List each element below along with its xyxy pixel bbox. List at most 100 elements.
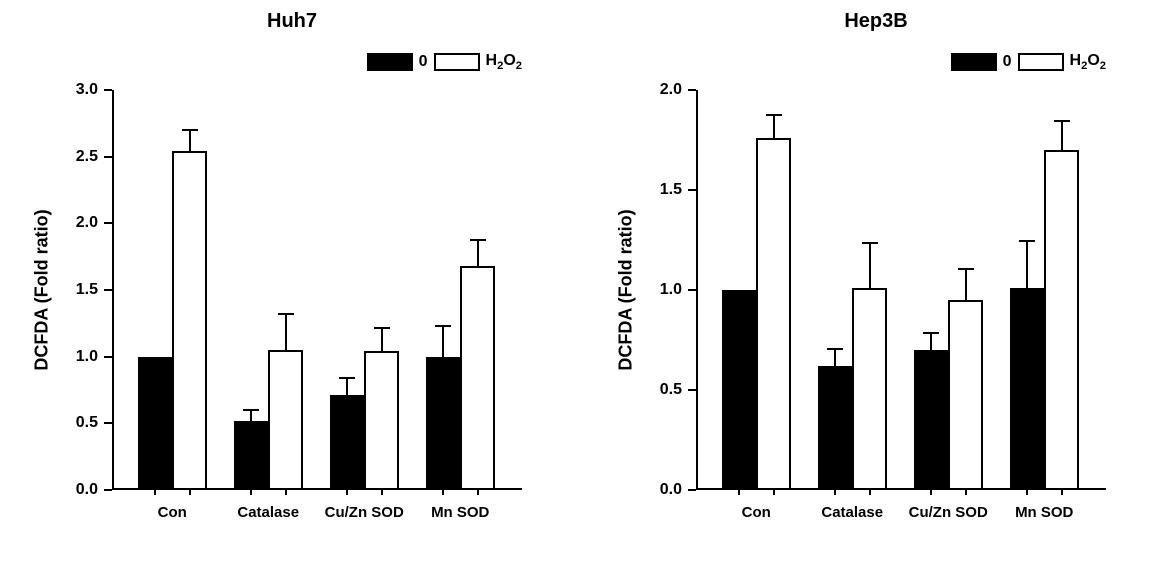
bar xyxy=(330,395,365,490)
x-minor-tick xyxy=(154,490,156,495)
x-tick-label: Cu/Zn SOD xyxy=(909,504,988,521)
y-tick-label: 2.0 xyxy=(660,81,682,99)
error-bar xyxy=(189,129,191,152)
panel-huh7: Huh7 0 H2O2 DCFDA (Fold ratio) 0.00.51.0… xyxy=(32,10,552,570)
x-tick-label: Cu/Zn SOD xyxy=(325,504,404,521)
legend-swatch-1 xyxy=(1018,53,1064,71)
error-bar xyxy=(930,332,932,350)
y-tick xyxy=(104,289,112,291)
error-bar xyxy=(773,114,775,138)
panel-title: Huh7 xyxy=(32,10,552,33)
x-minor-tick xyxy=(738,490,740,495)
y-tick xyxy=(688,289,696,291)
y-tick xyxy=(104,356,112,358)
y-axis-label: DCFDA (Fold ratio) xyxy=(32,209,53,370)
bar xyxy=(756,138,791,490)
y-tick xyxy=(104,422,112,424)
x-minor-tick xyxy=(930,490,932,495)
x-minor-tick xyxy=(965,490,967,495)
error-cap xyxy=(923,332,939,334)
bar xyxy=(364,351,399,490)
legend-label-1: H2O2 xyxy=(486,52,522,72)
x-minor-tick xyxy=(346,490,348,495)
error-cap xyxy=(278,313,294,315)
bar xyxy=(426,357,461,490)
error-cap xyxy=(435,325,451,327)
y-axis-label: DCFDA (Fold ratio) xyxy=(616,209,637,370)
legend-label-1: H2O2 xyxy=(1070,52,1106,72)
error-cap xyxy=(862,242,878,244)
error-cap xyxy=(339,377,355,379)
y-tick xyxy=(104,89,112,91)
error-cap xyxy=(958,268,974,270)
x-minor-tick xyxy=(834,490,836,495)
error-bar xyxy=(1026,240,1028,288)
bar xyxy=(722,290,757,490)
error-bar xyxy=(834,348,836,366)
y-axis xyxy=(696,90,698,490)
legend-swatch-0 xyxy=(367,53,413,71)
figure-root: Huh7 0 H2O2 DCFDA (Fold ratio) 0.00.51.0… xyxy=(0,0,1168,585)
error-cap xyxy=(1054,120,1070,122)
error-cap xyxy=(374,327,390,329)
x-minor-tick xyxy=(381,490,383,495)
y-tick-label: 2.5 xyxy=(76,148,98,166)
bar xyxy=(172,151,207,490)
legend-label-0: 0 xyxy=(419,53,428,71)
bar xyxy=(948,300,983,490)
error-cap xyxy=(243,409,259,411)
x-tick-label: Mn SOD xyxy=(1015,504,1073,521)
x-tick-label: Mn SOD xyxy=(431,504,489,521)
y-tick-label: 1.0 xyxy=(76,348,98,366)
y-tick xyxy=(688,189,696,191)
bar xyxy=(268,350,303,490)
x-minor-tick xyxy=(869,490,871,495)
y-tick-label: 0.0 xyxy=(76,481,98,499)
x-minor-tick xyxy=(773,490,775,495)
bar xyxy=(852,288,887,490)
legend: 0 H2O2 xyxy=(367,52,522,72)
x-minor-tick xyxy=(250,490,252,495)
x-tick-label: Catalase xyxy=(237,504,299,521)
plot-area-hep3b: 0.00.51.01.52.0ConCatalaseCu/Zn SODMn SO… xyxy=(696,90,1106,490)
bar xyxy=(1010,288,1045,490)
legend-label-0: 0 xyxy=(1003,53,1012,71)
x-minor-tick xyxy=(1026,490,1028,495)
panel-hep3b: Hep3B 0 H2O2 DCFDA (Fold ratio) 0.00.51.… xyxy=(616,10,1136,570)
bar xyxy=(914,350,949,490)
error-bar xyxy=(381,327,383,351)
x-tick-label: Con xyxy=(158,504,187,521)
x-minor-tick xyxy=(189,490,191,495)
x-minor-tick xyxy=(477,490,479,495)
y-tick xyxy=(688,89,696,91)
error-cap xyxy=(1019,240,1035,242)
legend-swatch-0 xyxy=(951,53,997,71)
y-tick-label: 1.5 xyxy=(76,281,98,299)
bar xyxy=(138,357,173,490)
error-bar xyxy=(965,268,967,300)
y-axis xyxy=(112,90,114,490)
bar xyxy=(818,366,853,490)
y-tick-label: 1.5 xyxy=(660,181,682,199)
x-minor-tick xyxy=(285,490,287,495)
y-tick xyxy=(688,389,696,391)
x-tick-label: Con xyxy=(742,504,771,521)
y-tick xyxy=(104,489,112,491)
legend-swatch-1 xyxy=(434,53,480,71)
y-tick-label: 0.5 xyxy=(660,381,682,399)
bar xyxy=(1044,150,1079,490)
error-bar xyxy=(346,377,348,396)
bar xyxy=(234,421,269,490)
error-cap xyxy=(470,239,486,241)
y-tick-label: 3.0 xyxy=(76,81,98,99)
y-tick xyxy=(104,156,112,158)
panel-title: Hep3B xyxy=(616,10,1136,33)
y-tick-label: 0.0 xyxy=(660,481,682,499)
y-tick-label: 1.0 xyxy=(660,281,682,299)
error-bar xyxy=(1061,120,1063,150)
x-tick-label: Catalase xyxy=(821,504,883,521)
error-bar xyxy=(869,242,871,288)
y-tick-label: 2.0 xyxy=(76,214,98,232)
error-bar xyxy=(477,239,479,266)
bar xyxy=(460,266,495,490)
